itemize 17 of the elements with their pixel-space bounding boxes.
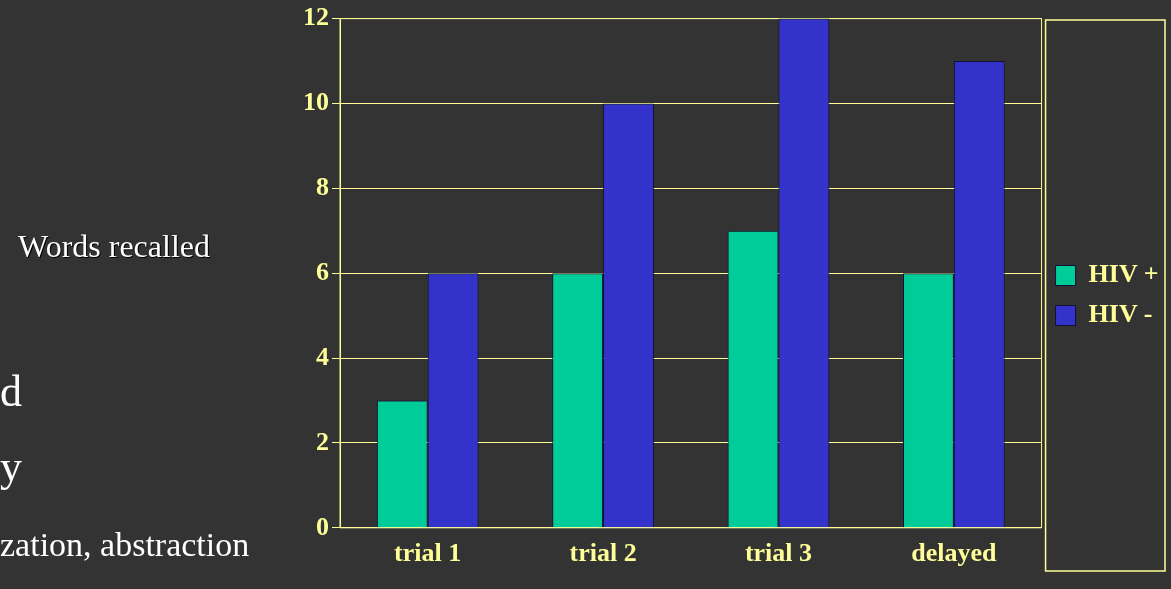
y-tick-label: 10 [303, 87, 329, 117]
y-tick-label: 4 [316, 341, 329, 371]
y-tick-label: 12 [303, 2, 329, 32]
text: zation, abstraction [0, 526, 250, 563]
x-tick-label: trial 1 [394, 538, 462, 568]
x-tick-label: trial 2 [569, 538, 637, 568]
y-tick-label: 2 [316, 426, 329, 456]
y-tick-label: 6 [316, 256, 329, 286]
text: y [0, 442, 22, 491]
y-tick-label: 0 [316, 511, 329, 541]
y-tick-label: 8 [316, 172, 329, 202]
x-tick-label: trial 3 [744, 538, 813, 568]
x-tick-label: delayed [911, 538, 998, 568]
y-axis-title: Words recalled [18, 228, 210, 265]
legend-label: HIV - [1088, 299, 1153, 329]
legend-label: HIV + [1088, 259, 1159, 289]
text: d [0, 367, 22, 416]
